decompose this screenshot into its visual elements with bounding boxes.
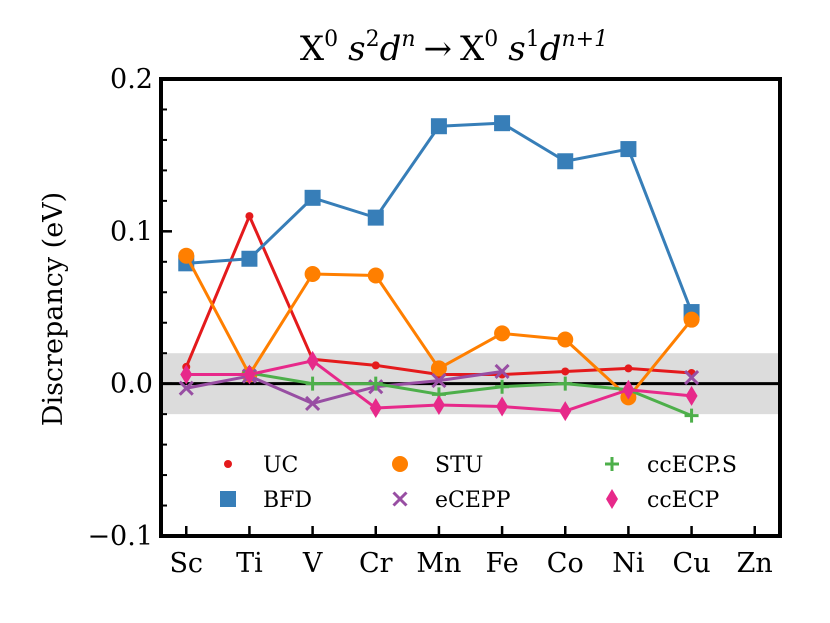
series-ccecp — [180, 350, 698, 422]
data-point-stu-fe — [494, 325, 511, 342]
data-point-stu-cu — [683, 311, 700, 328]
legend-item-uc: UC — [224, 453, 298, 478]
legend-label-uc: UC — [263, 453, 298, 478]
data-point-stu-v — [304, 265, 321, 282]
data-point-uc-ti — [245, 212, 254, 221]
data-point-ccecp-ti — [243, 364, 256, 385]
data-point-ccecp-mn — [432, 394, 445, 415]
data-point-stu-cr — [367, 267, 384, 284]
data-point-ccecp-cr — [369, 398, 382, 419]
legend-label-ecepp: eCEPP — [435, 488, 511, 513]
data-point-ccecp-sc — [180, 364, 193, 385]
series-layer — [178, 115, 700, 423]
data-point-ccecp-s-co — [558, 376, 573, 391]
legend-marker-ecepp — [392, 491, 408, 507]
legend-label-bfd: BFD — [263, 488, 312, 513]
x-tick-label-cr: Cr — [359, 548, 393, 579]
data-point-ccecp-s-v — [305, 376, 320, 391]
x-tick-label-ni: Ni — [612, 548, 645, 579]
data-point-ccecp-s-cu — [684, 408, 699, 423]
legend-item-ecepp: eCEPP — [392, 488, 511, 513]
series-bfd — [178, 115, 700, 321]
legend: UC BFD STU eCEPP ccECP.S ccECP — [220, 453, 737, 513]
data-point-bfd-cr — [367, 209, 384, 226]
data-point-uc-co — [561, 367, 570, 376]
y-axis-label: Discrepancy (eV) — [38, 192, 69, 426]
data-point-bfd-co — [557, 153, 574, 170]
x-tick-label-ti: Ti — [236, 548, 263, 579]
plot-frame — [159, 77, 782, 538]
data-point-ecepp-cu — [684, 370, 700, 386]
x-tick-label-co: Co — [547, 548, 584, 579]
y-tick-label: −0.1 — [87, 521, 153, 552]
legend-item-ccecp: ccECP — [606, 488, 720, 513]
series-line-uc — [184, 214, 692, 377]
data-point-ccecp-co — [559, 401, 572, 422]
chart-title: X0 s2dn → X0 s1dn+1 — [300, 27, 608, 69]
legend-item-ccecp-s: ccECP.S — [605, 453, 737, 478]
x-tick-label-sc: Sc — [169, 548, 203, 579]
legend-label-ccecp: ccECP — [647, 488, 720, 513]
data-point-ccecp-s-fe — [495, 379, 510, 394]
legend-label-ccecp-s: ccECP.S — [647, 453, 737, 478]
legend-item-stu: STU — [392, 453, 483, 478]
data-point-uc-cr — [371, 361, 380, 370]
data-point-ecepp-sc — [178, 380, 194, 396]
data-point-bfd-mn — [430, 118, 447, 135]
y-tick-label: 0.0 — [110, 369, 153, 400]
legend-marker-ccecp-s — [605, 457, 619, 471]
x-tick-label-v: V — [302, 548, 323, 579]
data-point-ccecp-v — [306, 350, 319, 371]
x-tick-label-cu: Cu — [673, 548, 711, 579]
x-tick-label-zn: Zn — [737, 548, 773, 579]
data-point-uc-ni — [624, 364, 633, 373]
legend-label-stu: STU — [435, 453, 483, 478]
data-point-ecepp-v — [305, 395, 321, 412]
data-point-ccecp-s-cr — [368, 376, 383, 391]
data-point-bfd-fe — [494, 115, 511, 132]
legend-item-bfd: BFD — [220, 488, 312, 513]
legend-marker-stu — [392, 456, 408, 472]
data-point-ccecp-ni — [622, 379, 635, 400]
data-point-ccecp-cu — [685, 385, 698, 406]
data-point-bfd-ti — [241, 250, 258, 267]
data-point-stu-sc — [178, 247, 195, 264]
data-point-ecepp-fe — [494, 363, 510, 380]
data-point-bfd-ni — [620, 141, 637, 158]
series-line-ecepp — [185, 369, 503, 405]
series-line-bfd — [186, 121, 693, 313]
y-tick-label: 0.2 — [110, 64, 153, 95]
series-line-ccecp-s — [249, 371, 693, 418]
x-tick-label-mn: Mn — [416, 548, 461, 579]
x-tick-label-fe: Fe — [485, 548, 518, 579]
data-point-stu-mn — [430, 360, 447, 377]
axes-layer: −0.1 0.0 0.1 0.2 Sc Ti V Cr Mn Fe Co Ni Cu Zn — [87, 64, 782, 579]
data-point-ccecp-fe — [496, 396, 509, 417]
y-tick-label: 0.1 — [110, 216, 153, 247]
legend-marker-ccecp — [606, 489, 618, 509]
legend-marker-bfd — [220, 491, 236, 507]
legend-marker-uc — [224, 460, 232, 468]
data-point-bfd-v — [304, 189, 321, 206]
data-point-ecepp-mn — [431, 373, 447, 389]
data-point-stu-co — [557, 331, 574, 348]
